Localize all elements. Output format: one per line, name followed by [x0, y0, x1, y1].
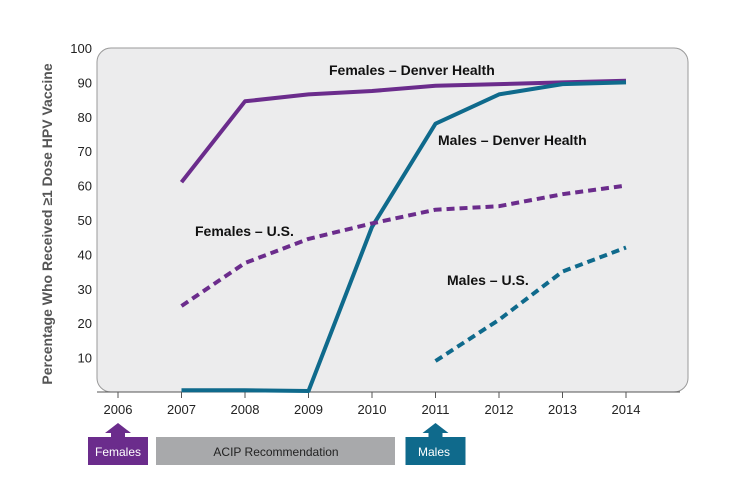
y-tick-30: 30	[78, 282, 92, 297]
y-tick-40: 40	[78, 247, 92, 262]
y-tick-20: 20	[78, 316, 92, 331]
x-tick-2013: 2013	[548, 402, 577, 417]
x-tick-2012: 2012	[485, 402, 514, 417]
y-tick-50: 50	[78, 213, 92, 228]
acip-bar	[156, 437, 395, 465]
y-axis-label: Percentage Who Received ≥1 Dose HPV Vacc…	[39, 63, 55, 384]
plot-area	[96, 47, 689, 393]
x-tick-2008: 2008	[231, 402, 260, 417]
y-tick-100: 100	[70, 41, 92, 56]
females-arrow	[88, 423, 148, 465]
y-axis-ticks: 10 20 30 40 50 60 70 80 90 100	[70, 41, 92, 366]
y-tick-60: 60	[78, 179, 92, 194]
acip-label: ACIP Recommendation	[213, 445, 338, 459]
x-tick-2011: 2011	[422, 402, 450, 417]
label-females-us: Females – U.S.	[195, 223, 294, 239]
x-tick-2014: 2014	[612, 402, 641, 417]
males-arrow	[405, 423, 466, 465]
series-labels: Females – Denver Health Males – Denver H…	[195, 62, 587, 288]
timeline: Females ACIP Recommendation Males	[88, 423, 466, 465]
females-marker: Females	[88, 423, 148, 465]
label-females-denver-health: Females – Denver Health	[329, 62, 495, 78]
series-line-2	[180, 183, 627, 308]
males-box-label: Males	[418, 445, 450, 459]
males-marker: Males	[405, 423, 466, 465]
y-tick-90: 90	[78, 75, 92, 90]
series-line-1	[181, 80, 627, 393]
y-tick-10: 10	[78, 351, 92, 366]
x-tick-2010: 2010	[358, 402, 387, 417]
series-lines	[179, 78, 627, 393]
females-box-label: Females	[95, 445, 141, 459]
x-tick-2009: 2009	[294, 402, 323, 417]
acip-recommendation-bar: ACIP Recommendation	[156, 437, 395, 465]
series-line-3	[434, 245, 627, 363]
x-tick-2007: 2007	[167, 402, 196, 417]
y-tick-80: 80	[78, 110, 92, 125]
y-tick-70: 70	[78, 144, 92, 159]
label-males-us: Males – U.S.	[447, 272, 529, 288]
label-males-denver-health: Males – Denver Health	[438, 132, 587, 148]
series-line-0	[179, 78, 627, 184]
x-axis-ticks: 2006 2007 2008 2009 2010 2011 2012 2013 2014	[104, 392, 641, 417]
x-tick-2006: 2006	[104, 402, 133, 417]
